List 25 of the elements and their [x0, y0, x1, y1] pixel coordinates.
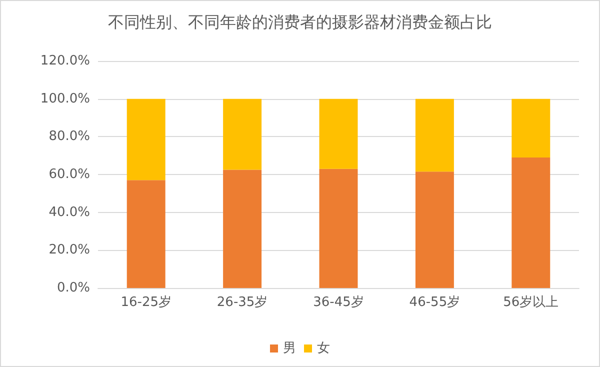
bar	[223, 170, 262, 288]
x-tick-label: 36-45岁	[313, 295, 364, 310]
chart-title: 不同性别、不同年龄的消费者的摄影器材消费金额占比	[108, 12, 492, 32]
bar	[223, 98, 262, 170]
bar	[512, 157, 550, 288]
x-tick-label: 46-55岁	[409, 295, 460, 310]
x-tick-label: 26-35岁	[216, 295, 268, 310]
y-tick-label: 100.0%	[40, 91, 90, 106]
bar	[319, 168, 358, 288]
bar	[319, 98, 358, 169]
x-tick-label: 56岁以上	[503, 295, 559, 310]
y-tick-label: 120.0%	[40, 54, 90, 68]
y-tick-label: 0.0%	[56, 280, 90, 296]
bar	[126, 98, 166, 180]
x-tick-label: 16-25岁	[120, 295, 172, 310]
legend-label: 女	[317, 341, 330, 356]
bar	[415, 172, 454, 288]
bar	[415, 98, 454, 172]
bar	[512, 98, 550, 158]
legend-label: 男	[283, 341, 296, 356]
bar	[126, 180, 166, 288]
y-tick-label: 60.0%	[48, 167, 90, 182]
y-tick-label: 40.0%	[48, 204, 90, 220]
y-tick-label: 80.0%	[48, 129, 90, 144]
y-tick-label: 20.0%	[48, 242, 90, 258]
